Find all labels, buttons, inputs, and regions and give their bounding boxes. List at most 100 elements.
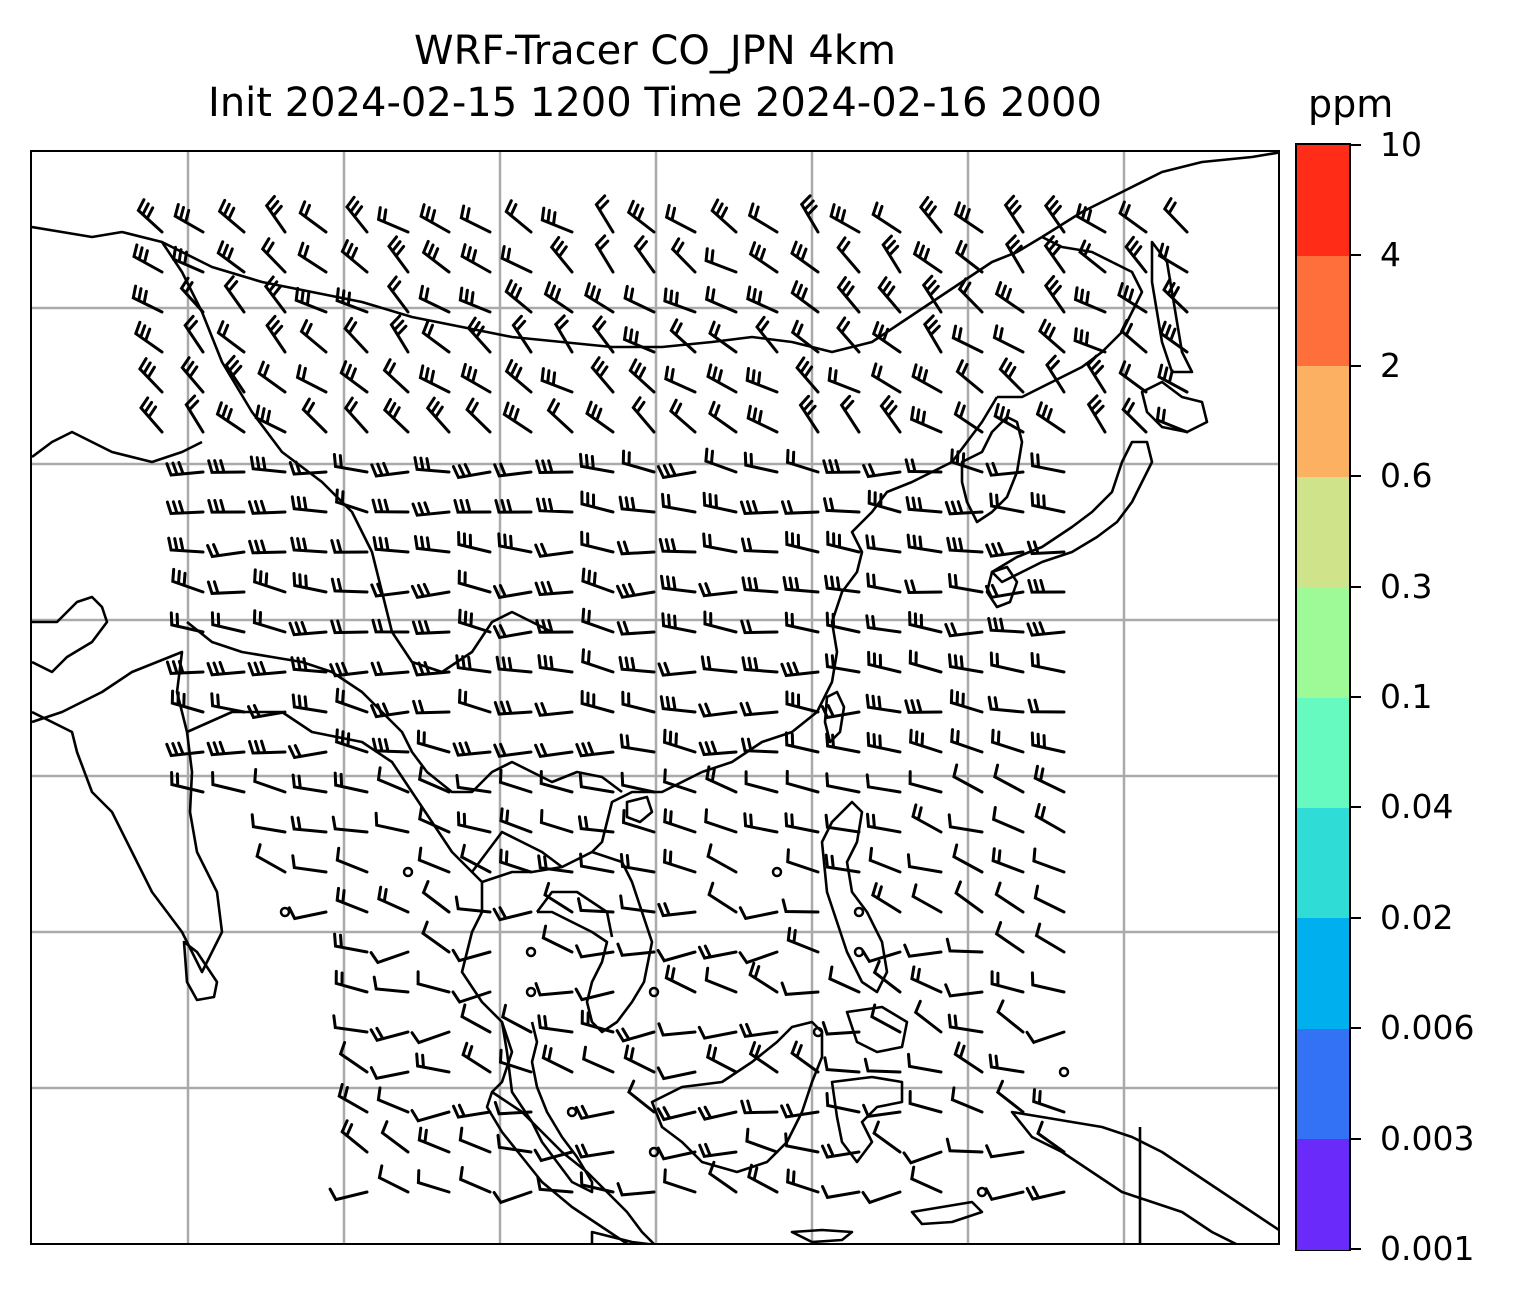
colorbar-tick [1351, 806, 1361, 809]
colorbar-tick [1351, 144, 1361, 146]
wind-barb [1025, 1185, 1066, 1201]
wind-barb [707, 881, 738, 914]
wind-barb [329, 661, 369, 678]
island-kyushu [985, 565, 1019, 609]
wind-barb [700, 655, 738, 674]
wind-barb [132, 243, 164, 274]
wind-barb [553, 314, 574, 354]
wind-barb [295, 364, 328, 394]
wind-barb [621, 809, 656, 834]
wind-barb [992, 324, 1025, 354]
wind-barb [131, 284, 164, 314]
wind-barb [1117, 282, 1148, 314]
wind-barb [458, 286, 492, 314]
wind-barb [386, 275, 410, 314]
wind-barb [658, 537, 697, 554]
wind-barb [338, 1041, 369, 1074]
wind-barb [1157, 363, 1189, 394]
wind-barb [782, 576, 820, 594]
wind-barb [133, 320, 164, 354]
wind-barb [211, 771, 246, 794]
wind-barb [947, 573, 984, 594]
wind-barb [1027, 579, 1066, 594]
wind-barb [590, 356, 615, 394]
wind-barb [907, 1052, 943, 1074]
wind-barb [376, 766, 410, 794]
wind-barb [299, 319, 328, 354]
wind-barb [996, 999, 1025, 1034]
wind-barb [662, 848, 697, 874]
wind-barb [865, 614, 902, 634]
wind-barb [499, 807, 533, 834]
wind-barb [250, 813, 287, 834]
wind-barb [790, 240, 820, 274]
wind-barb [330, 577, 369, 594]
wind-barb [745, 367, 779, 394]
wind-barb [656, 1106, 697, 1122]
colorbar-tick [1351, 475, 1361, 478]
wind-barb [619, 733, 656, 754]
wind-barb [865, 693, 902, 714]
wind-barb [747, 1163, 779, 1194]
wind-barb [455, 654, 492, 674]
colorbar-tick-label: 4 [1380, 235, 1401, 275]
wind-barb [863, 1057, 902, 1074]
wind-barb [697, 1105, 738, 1121]
wind-barb [823, 497, 861, 514]
wind-barb [780, 981, 820, 996]
wind-barb [697, 1025, 738, 1040]
wind-barb [656, 948, 697, 963]
wind-barb [944, 622, 984, 638]
wind-barb [456, 811, 492, 834]
wind-barb [739, 1022, 779, 1038]
colorbar-tick [1351, 585, 1361, 588]
wind-barb [663, 808, 697, 834]
wind-barb [451, 463, 492, 480]
calm-wind-marker [525, 986, 537, 998]
wind-barb [382, 358, 410, 394]
wind-barb [870, 362, 902, 394]
colorbar-tick [1351, 1248, 1361, 1250]
wind-barb [371, 737, 410, 754]
wind-barb [697, 944, 738, 960]
wind-barb [457, 569, 492, 594]
wind-barb [294, 286, 328, 314]
wind-barb [493, 584, 533, 600]
wind-barb [207, 499, 246, 514]
wind-barb [335, 287, 369, 314]
colorbar-segment [1297, 365, 1349, 477]
wind-barb [533, 1148, 574, 1163]
wind-barb [575, 741, 615, 758]
wind-barb [906, 853, 943, 874]
wind-barb [575, 944, 615, 959]
wind-barb [903, 943, 943, 958]
wind-barb [418, 364, 451, 394]
wind-barb [663, 768, 697, 794]
wind-barb [370, 702, 410, 719]
wind-barb [1162, 197, 1189, 234]
colorbar-tick [1351, 916, 1361, 919]
colorbar-segment [1297, 807, 1349, 919]
wind-barb [1119, 318, 1148, 354]
wind-barb [549, 236, 574, 274]
wind-barb [669, 318, 697, 354]
wind-barb [781, 898, 820, 914]
wind-barb [952, 843, 984, 874]
wind-barb [706, 363, 738, 394]
wind-barb [904, 699, 943, 714]
wind-barb [952, 763, 984, 794]
wind-barb [740, 619, 779, 635]
wind-barb [492, 624, 533, 640]
wind-barb [619, 853, 656, 874]
wind-barb [581, 648, 615, 674]
wind-barb [825, 611, 861, 634]
colorbar-segment [1297, 1138, 1349, 1250]
wind-barb [594, 194, 615, 234]
map-canvas [32, 152, 1278, 1243]
wind-barb [790, 1040, 820, 1074]
colorbar-segment [1297, 476, 1349, 588]
wind-barb [657, 1022, 697, 1037]
wind-barb [372, 536, 410, 554]
wind-barb [580, 1009, 615, 1034]
wind-barb [301, 397, 328, 434]
